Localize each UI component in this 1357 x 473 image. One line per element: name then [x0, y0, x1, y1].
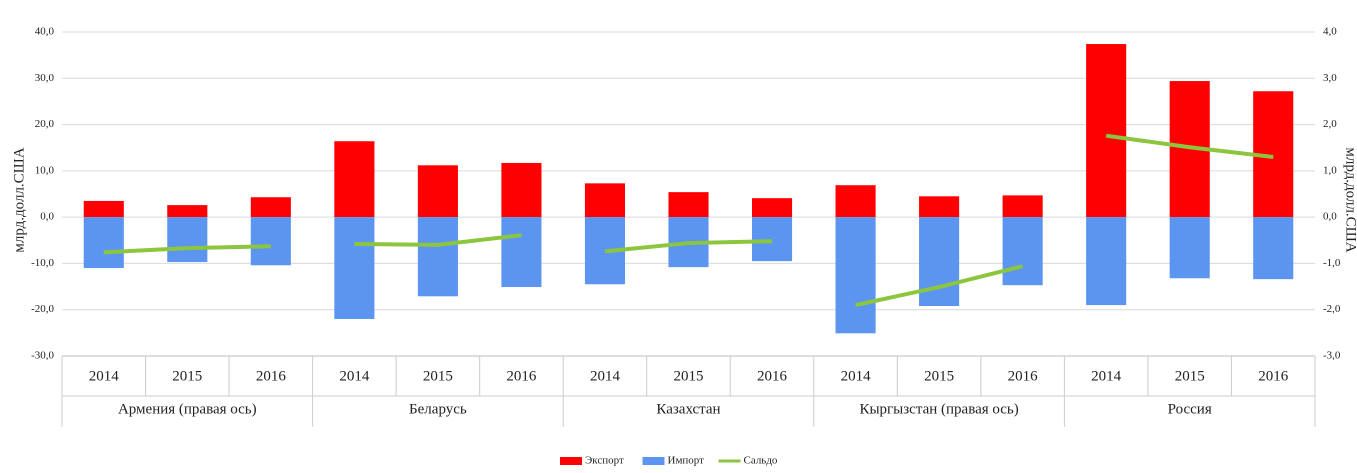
bar — [1253, 217, 1294, 280]
line — [354, 233, 522, 247]
line — [1105, 133, 1274, 159]
x-tick-label: 2016 — [757, 368, 788, 384]
y2-tick-label: -3,0 — [1323, 350, 1341, 362]
bar — [584, 183, 626, 218]
x-tick-label: 2014 — [1091, 368, 1122, 384]
x-tick-label: 2015 — [423, 368, 453, 384]
y-tick-label: 30,0 — [35, 72, 55, 84]
x-tick-label: 2015 — [1175, 368, 1205, 384]
y2-axis-title: млрд.долл.США — [1343, 147, 1357, 252]
bar — [1086, 217, 1127, 306]
y2-tick-label: -1,0 — [1323, 257, 1341, 269]
bar — [1002, 195, 1043, 218]
line — [855, 264, 1024, 308]
y-tick-label: 10,0 — [35, 164, 55, 176]
bar — [167, 205, 208, 218]
group-label: Кыргызстан (правая ось) — [859, 401, 1018, 417]
bar — [751, 198, 793, 218]
legend-swatch — [642, 457, 665, 465]
x-tick-label: 2016 — [506, 368, 537, 384]
legend-label: Импорт — [668, 455, 705, 467]
bar — [1086, 44, 1127, 218]
bar — [501, 217, 542, 288]
bar — [250, 217, 291, 266]
bar — [751, 217, 793, 262]
x-tick-label: 2014 — [841, 368, 872, 384]
x-tick-label: 2014 — [339, 368, 370, 384]
y2-tick-label: 4,0 — [1323, 26, 1337, 38]
bar — [417, 217, 458, 297]
y-tick-label: -10,0 — [31, 257, 54, 269]
y-tick-label: -20,0 — [31, 303, 54, 315]
line — [103, 244, 271, 255]
bar — [1169, 217, 1210, 279]
bar — [835, 185, 876, 218]
legend-label: Экспорт — [585, 455, 624, 467]
x-tick-label: 2016 — [1258, 368, 1289, 384]
y2-tick-label: 0,0 — [1323, 211, 1337, 223]
group-label: Россия — [1168, 401, 1212, 417]
x-tick-label: 2014 — [590, 368, 621, 384]
line — [604, 239, 773, 254]
y-tick-label: -30,0 — [31, 350, 54, 362]
bar — [919, 196, 960, 218]
y-tick-label: 40,0 — [35, 26, 55, 38]
bar — [83, 200, 124, 218]
bar — [1002, 217, 1043, 286]
y-tick-label: 0,0 — [40, 211, 54, 223]
bar — [501, 162, 542, 218]
y2-tick-label: 1,0 — [1323, 164, 1337, 176]
x-tick-label: 2015 — [172, 368, 202, 384]
bar — [250, 197, 291, 218]
x-tick-label: 2016 — [256, 368, 287, 384]
group-label: Беларусь — [409, 401, 467, 417]
bar — [334, 141, 375, 218]
group-label: Казахстан — [656, 401, 720, 417]
y2-tick-label: -2,0 — [1323, 303, 1341, 315]
legend-label: Сальдо — [744, 455, 778, 467]
legend-swatch — [560, 457, 582, 465]
group-label: Армения (правая ось) — [118, 401, 257, 417]
bar — [835, 217, 876, 334]
y2-tick-label: 3,0 — [1323, 72, 1337, 84]
x-tick-label: 2015 — [674, 368, 704, 384]
bar — [919, 217, 960, 307]
y-axis-title: млрд.долл.США — [11, 147, 27, 252]
y2-tick-label: 2,0 — [1323, 118, 1337, 130]
bar — [417, 165, 458, 218]
x-tick-label: 2016 — [1008, 368, 1039, 384]
bar — [668, 192, 709, 218]
x-tick-label: 2015 — [924, 368, 954, 384]
y-tick-label: 20,0 — [35, 118, 55, 130]
bar — [83, 217, 124, 269]
bar — [167, 217, 208, 263]
bar — [334, 217, 375, 319]
x-tick-label: 2014 — [89, 368, 120, 384]
